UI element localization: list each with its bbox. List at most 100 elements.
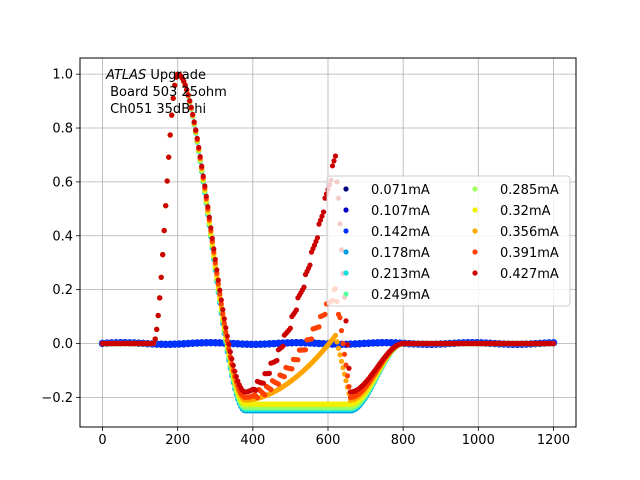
data-point xyxy=(193,127,199,133)
data-point xyxy=(229,356,235,362)
legend-label: 0.32mA xyxy=(500,204,551,219)
data-point xyxy=(194,135,200,141)
legend: 0.071mA 0.107mA 0.142mA 0.178mA 0.213mA 0.249… xyxy=(326,175,571,307)
data-point xyxy=(152,336,158,342)
data-point xyxy=(209,235,215,241)
data-point xyxy=(268,386,274,393)
data-point xyxy=(169,112,175,118)
data-point xyxy=(187,98,193,104)
data-point xyxy=(215,277,221,283)
data-point xyxy=(221,320,227,326)
data-point xyxy=(338,328,345,334)
data-point xyxy=(346,384,352,390)
legend-box xyxy=(326,175,571,307)
legend-label: 0.356mA xyxy=(500,225,559,240)
data-point xyxy=(289,366,295,372)
data-point xyxy=(274,357,280,364)
data-point xyxy=(164,178,170,184)
data-point xyxy=(218,301,224,307)
legend-marker xyxy=(343,186,349,192)
legend-marker xyxy=(343,228,349,234)
annotation-line-1: ATLAS Upgrade xyxy=(105,68,206,83)
data-point xyxy=(223,325,229,331)
y-tick-label: −0.2 xyxy=(41,391,73,406)
y-tick-label: 0.0 xyxy=(52,337,73,352)
x-tick-label: 0 xyxy=(98,433,106,448)
data-point xyxy=(161,227,167,234)
data-point xyxy=(295,357,301,363)
data-point xyxy=(212,256,218,262)
legend-label: 0.427mA xyxy=(500,267,559,282)
legend-label: 0.213mA xyxy=(371,267,430,282)
plot-series xyxy=(98,71,558,414)
data-point xyxy=(329,163,336,169)
data-point xyxy=(253,387,259,393)
data-point xyxy=(254,395,260,401)
data-point xyxy=(188,104,194,110)
x-tick-label: 600 xyxy=(316,433,341,448)
legend-marker xyxy=(343,270,349,276)
data-point xyxy=(184,87,190,93)
y-tick-label: 0.8 xyxy=(52,122,73,137)
data-point xyxy=(335,345,342,351)
legend-marker xyxy=(343,291,349,297)
data-point xyxy=(197,154,203,160)
y-tick-label: 0.6 xyxy=(52,175,73,190)
annotation-upgrade: Upgrade xyxy=(146,68,206,83)
data-point xyxy=(316,221,322,227)
y-tick-label: 1.0 xyxy=(52,68,73,83)
data-point xyxy=(166,154,172,160)
data-point xyxy=(275,381,281,387)
data-point xyxy=(340,340,346,347)
data-point xyxy=(316,324,322,330)
data-point xyxy=(337,315,343,321)
data-point xyxy=(341,351,348,357)
data-point xyxy=(185,92,191,98)
data-point xyxy=(332,153,339,159)
data-point xyxy=(199,163,205,169)
data-point xyxy=(262,392,268,398)
legend-label: 0.391mA xyxy=(500,246,559,261)
data-point xyxy=(224,333,230,339)
data-point xyxy=(320,209,327,215)
data-point xyxy=(218,297,224,303)
data-point xyxy=(167,132,173,138)
data-point xyxy=(343,378,349,384)
x-tick-label: 800 xyxy=(391,433,416,448)
data-point xyxy=(211,246,217,252)
data-point xyxy=(227,349,233,355)
data-point xyxy=(217,291,223,297)
data-point xyxy=(337,352,343,358)
data-point xyxy=(220,311,226,317)
data-point xyxy=(344,373,351,379)
data-point xyxy=(322,195,328,201)
data-point xyxy=(230,362,236,368)
data-point xyxy=(266,370,272,376)
data-point xyxy=(226,341,232,347)
data-point xyxy=(191,119,197,125)
data-point xyxy=(155,312,161,319)
data-point xyxy=(344,342,351,348)
legend-label: 0.071mA xyxy=(371,183,430,198)
data-point xyxy=(332,332,339,338)
data-point xyxy=(334,339,340,345)
x-tick-label: 400 xyxy=(240,433,265,448)
legend-marker xyxy=(343,249,349,255)
data-point xyxy=(331,158,337,164)
data-point xyxy=(317,217,324,223)
data-point xyxy=(172,82,178,88)
data-point xyxy=(302,347,309,353)
y-tick-label: 0.2 xyxy=(52,283,73,298)
legend-label: 0.142mA xyxy=(371,225,430,240)
data-point xyxy=(314,235,321,241)
data-point xyxy=(190,111,196,117)
annotation-text: ATLAS Upgrade Board 503 25ohm Ch051 35dB… xyxy=(105,68,227,117)
data-point xyxy=(202,183,208,189)
data-point xyxy=(158,274,164,280)
data-point xyxy=(208,225,214,231)
data-point xyxy=(301,284,307,290)
data-point xyxy=(203,193,209,199)
data-point xyxy=(223,329,229,335)
data-point xyxy=(550,340,557,347)
